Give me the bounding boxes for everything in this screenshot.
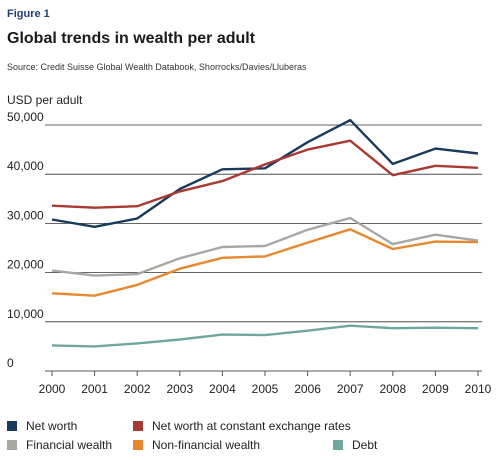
x-tick-label: 2000 bbox=[39, 382, 66, 396]
legend-swatch bbox=[133, 440, 143, 450]
x-tick-label: 2010 bbox=[465, 382, 492, 396]
x-tick-label: 2002 bbox=[124, 382, 151, 396]
y-tick-labels: 0 10,000 20,000 30,000 40,000 50,000 bbox=[7, 110, 44, 370]
x-tick-label: 2004 bbox=[209, 382, 236, 396]
x-tick-label: 2006 bbox=[294, 382, 321, 396]
x-tick-labels: 2000 2001 2002 2003 2004 2005 2006 2007 2008 2009… bbox=[39, 371, 492, 396]
legend-label: Net worth at constant exchange rates bbox=[152, 419, 351, 433]
y-tick-label: 30,000 bbox=[7, 208, 44, 222]
series-line-debt bbox=[51, 324, 479, 348]
figure-label: Figure 1 bbox=[7, 8, 50, 20]
legend-item: Debt bbox=[333, 438, 377, 452]
legend-label: Debt bbox=[352, 438, 378, 452]
series-lines bbox=[51, 118, 479, 348]
x-tick-label: 2008 bbox=[379, 382, 406, 396]
series-line-financial-wealth bbox=[51, 216, 479, 277]
legend-item: Non-financial wealth bbox=[133, 438, 260, 452]
legend-swatch bbox=[7, 440, 17, 450]
legend-item: Net worth bbox=[7, 419, 77, 433]
series-line-net-worth-at-constant-exchange-rates bbox=[51, 139, 479, 209]
series-line-non-financial-wealth bbox=[51, 228, 479, 297]
series-line-net-worth bbox=[51, 118, 479, 229]
y-tick-label: 20,000 bbox=[7, 258, 44, 272]
x-tick-label: 2007 bbox=[337, 382, 364, 396]
legend-swatch bbox=[7, 421, 17, 431]
y-tick-label: 0 bbox=[7, 356, 14, 370]
x-tick-label: 2001 bbox=[81, 382, 108, 396]
legend-swatch bbox=[333, 440, 343, 450]
legend-label: Financial wealth bbox=[26, 438, 113, 452]
legend-swatch bbox=[133, 421, 143, 431]
x-tick-label: 2003 bbox=[166, 382, 193, 396]
x-tick-label: 2005 bbox=[252, 382, 279, 396]
legend-label: Net worth bbox=[26, 419, 78, 433]
y-tick-label: 10,000 bbox=[7, 307, 44, 321]
legend-item: Net worth at constant exchange rates bbox=[133, 419, 351, 433]
legend-label: Non-financial wealth bbox=[152, 438, 261, 452]
chart-title: Global trends in wealth per adult bbox=[7, 30, 256, 47]
chart-source: Source: Credit Suisse Global Wealth Data… bbox=[7, 62, 307, 72]
y-tick-label: 50,000 bbox=[7, 110, 44, 124]
y-axis-label: USD per adult bbox=[7, 93, 83, 107]
y-tick-label: 40,000 bbox=[7, 159, 44, 173]
legend-item: Financial wealth bbox=[7, 438, 112, 452]
x-tick-label: 2009 bbox=[422, 382, 449, 396]
gridlines bbox=[45, 124, 482, 372]
